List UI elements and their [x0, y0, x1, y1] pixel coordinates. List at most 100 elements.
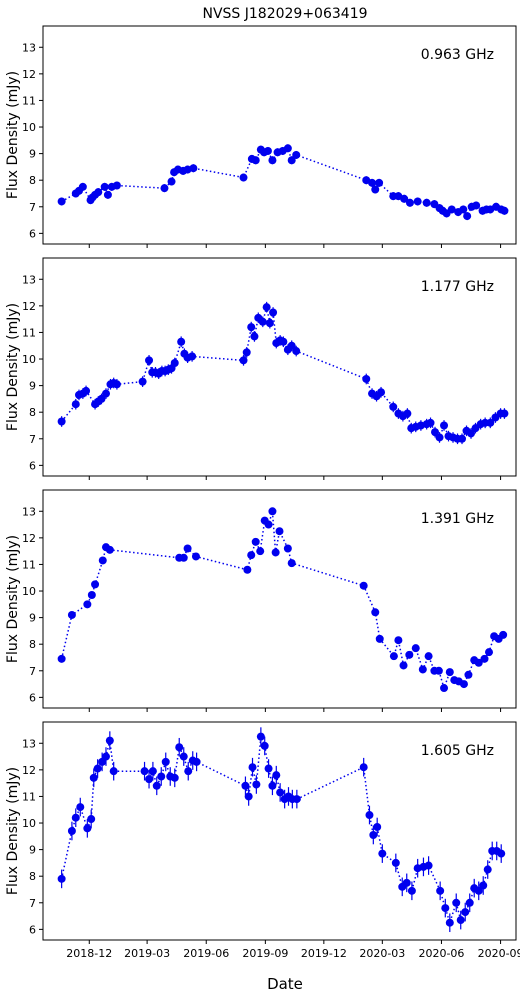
- data-point: [283, 544, 292, 553]
- data-point: [452, 898, 461, 907]
- data-point: [105, 736, 114, 745]
- data-point: [424, 652, 433, 661]
- data-point: [375, 178, 384, 187]
- data-point: [105, 545, 114, 554]
- figure-title: NVSS J182029+063419: [202, 6, 367, 22]
- y-tick-label: 12: [22, 764, 36, 777]
- data-point: [279, 337, 288, 346]
- data-point: [499, 630, 508, 639]
- data-point: [94, 188, 103, 197]
- data-point: [101, 752, 110, 761]
- data-point: [89, 773, 98, 782]
- data-point: [461, 908, 470, 917]
- data-point: [359, 763, 368, 772]
- data-point: [67, 827, 76, 835]
- y-tick-label: 7: [29, 433, 36, 446]
- data-point: [474, 886, 483, 895]
- data-point: [71, 400, 80, 409]
- x-tick-label: 2020-03: [359, 947, 405, 960]
- data-point: [161, 757, 170, 766]
- data-point: [479, 881, 488, 890]
- x-tick-label: 2020-06: [418, 947, 464, 960]
- x-tick-label: 2020-09: [478, 947, 520, 960]
- data-point: [112, 380, 121, 389]
- data-point: [109, 767, 118, 776]
- data-point: [252, 780, 261, 789]
- data-point: [76, 803, 85, 812]
- y-tick-label: 11: [22, 558, 36, 571]
- data-point: [256, 732, 265, 741]
- data-point: [480, 654, 489, 663]
- data-point: [426, 418, 435, 427]
- x-tick-label: 2019-09: [242, 947, 288, 960]
- data-point: [405, 650, 414, 659]
- data-point: [445, 668, 454, 677]
- y-tick-label: 11: [22, 326, 36, 339]
- data-point: [472, 201, 481, 210]
- data-point: [413, 197, 422, 206]
- data-point: [251, 537, 260, 546]
- data-point: [250, 332, 259, 341]
- data-point: [179, 752, 188, 761]
- y-tick-label: 6: [29, 227, 36, 240]
- data-point: [98, 556, 107, 565]
- data-point: [57, 197, 66, 206]
- data-point: [500, 206, 509, 215]
- y-axis-label: Flux Density (mJy): [5, 767, 21, 895]
- data-point: [256, 547, 265, 556]
- data-point: [82, 386, 91, 395]
- x-tick-label: 2019-03: [124, 947, 170, 960]
- data-point: [458, 434, 467, 443]
- data-point: [192, 757, 201, 766]
- data-point: [188, 352, 197, 361]
- y-tick-label: 9: [29, 148, 36, 161]
- data-point: [87, 591, 96, 600]
- data-point: [445, 918, 454, 927]
- data-point: [287, 341, 296, 350]
- panel-1: 6 7 8 9 10 11 12 13 Flux Density (mJy) 0.963 GHz: [5, 25, 517, 248]
- data-point: [407, 886, 416, 895]
- data-point: [287, 156, 296, 165]
- y-axis-label: Flux Density (mJy): [5, 303, 21, 431]
- panel-frame: [42, 721, 517, 941]
- data-point: [422, 198, 431, 207]
- data-point: [271, 548, 280, 557]
- data-point: [359, 581, 368, 590]
- data-point: [411, 644, 420, 653]
- data-point: [191, 552, 200, 561]
- data-point: [179, 553, 188, 562]
- panel-frame: [42, 25, 517, 245]
- data-point: [276, 788, 285, 797]
- data-point: [248, 763, 257, 772]
- y-tick-label: 9: [29, 612, 36, 625]
- data-point: [292, 795, 301, 804]
- data-point: [287, 559, 296, 568]
- data-point: [369, 830, 378, 839]
- series-line: [61, 307, 505, 440]
- data-point: [486, 418, 495, 427]
- data-point: [375, 634, 384, 643]
- data-point: [368, 178, 377, 187]
- panel-frame: [42, 489, 517, 709]
- data-point: [459, 680, 468, 689]
- data-point: [400, 194, 409, 203]
- data-point: [268, 156, 277, 165]
- data-point: [87, 815, 96, 824]
- data-point: [465, 898, 474, 907]
- data-point: [160, 184, 169, 193]
- data-point: [268, 507, 277, 516]
- data-point: [189, 164, 198, 173]
- data-point: [247, 551, 256, 560]
- y-tick-label: 13: [22, 41, 36, 54]
- data-point: [67, 610, 76, 619]
- data-point: [362, 374, 371, 383]
- data-point: [170, 773, 179, 782]
- x-tick-label: 2019-06: [183, 947, 229, 960]
- data-point: [474, 658, 483, 667]
- data-point: [91, 580, 100, 589]
- data-point: [402, 878, 411, 887]
- data-point: [418, 665, 427, 674]
- data-point: [157, 772, 166, 781]
